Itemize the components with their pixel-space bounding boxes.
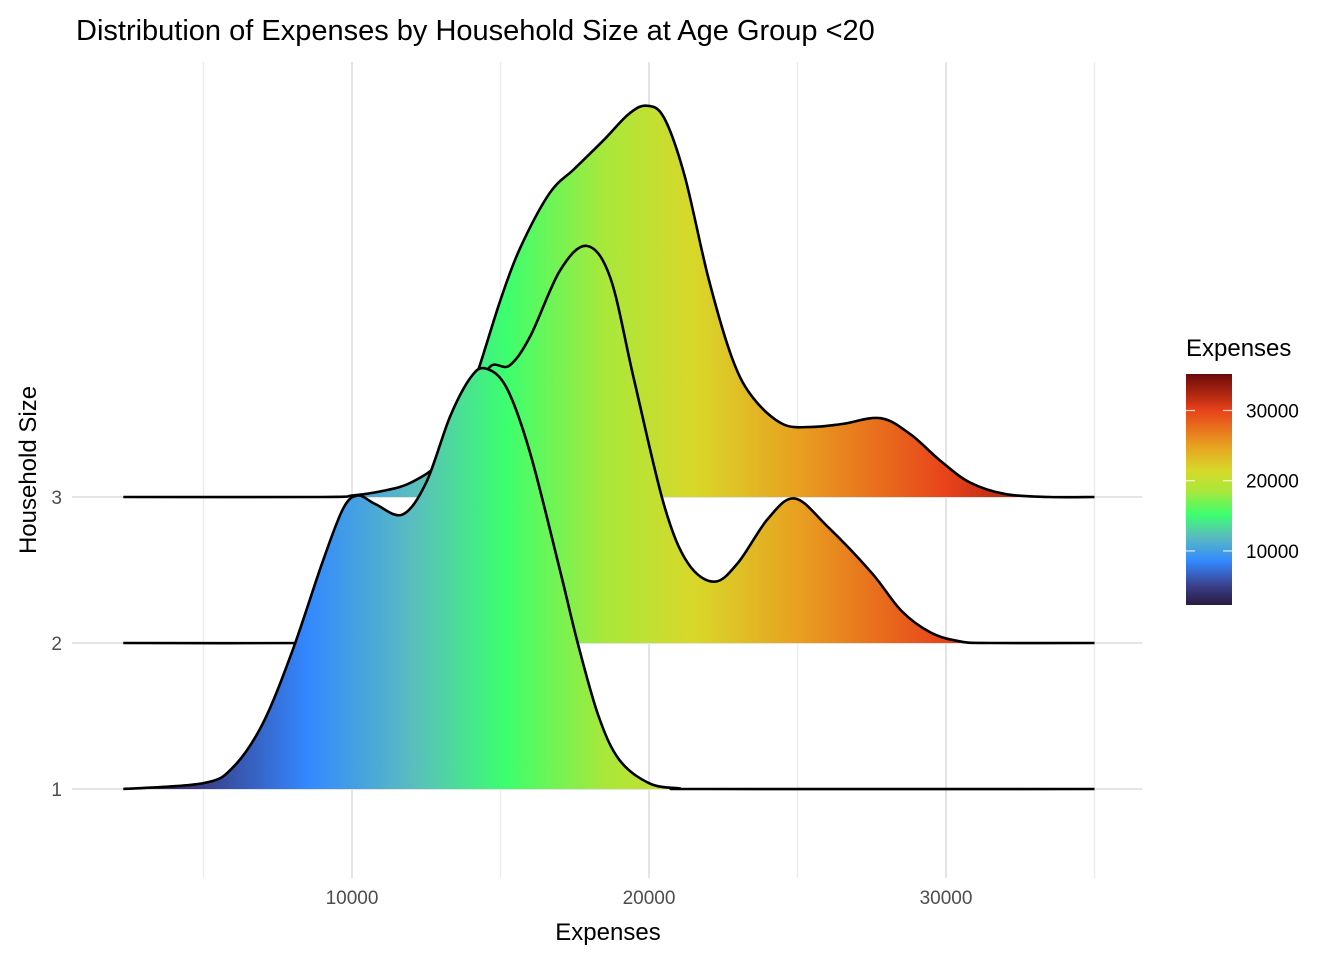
- x-axis-ticks: 10000 20000 30000: [326, 888, 973, 909]
- y-tick-label: 3: [51, 488, 62, 509]
- x-tick-label: 30000: [920, 888, 973, 909]
- ridge-fill: [123, 245, 1095, 644]
- x-tick-label: 20000: [623, 888, 676, 909]
- color-legend: Expenses 10000 20000 30000: [1186, 335, 1299, 605]
- ridge-household-size-1: [123, 366, 1095, 791]
- legend-title: Expenses: [1186, 335, 1291, 362]
- x-axis-label: Expenses: [555, 919, 660, 946]
- chart-title: Distribution of Expenses by Household Si…: [76, 15, 875, 47]
- ridge-outline: [123, 104, 1095, 499]
- ridges: [123, 104, 1095, 791]
- y-tick-label: 1: [51, 780, 62, 801]
- ridge-household-size-2: [123, 244, 1095, 645]
- y-tick-label: 2: [51, 634, 62, 655]
- x-tick-label: 10000: [326, 888, 379, 909]
- legend-tick-label: 10000: [1246, 542, 1299, 563]
- legend-colorbar: [1186, 374, 1232, 605]
- legend-tick-label: 20000: [1246, 472, 1299, 493]
- y-axis-ticks: 1 2 3: [51, 488, 62, 801]
- legend-tick-label: 30000: [1246, 402, 1299, 423]
- ridge-outline: [123, 366, 1095, 791]
- ridge-fill: [123, 368, 1095, 790]
- y-axis-label: Household Size: [15, 386, 42, 554]
